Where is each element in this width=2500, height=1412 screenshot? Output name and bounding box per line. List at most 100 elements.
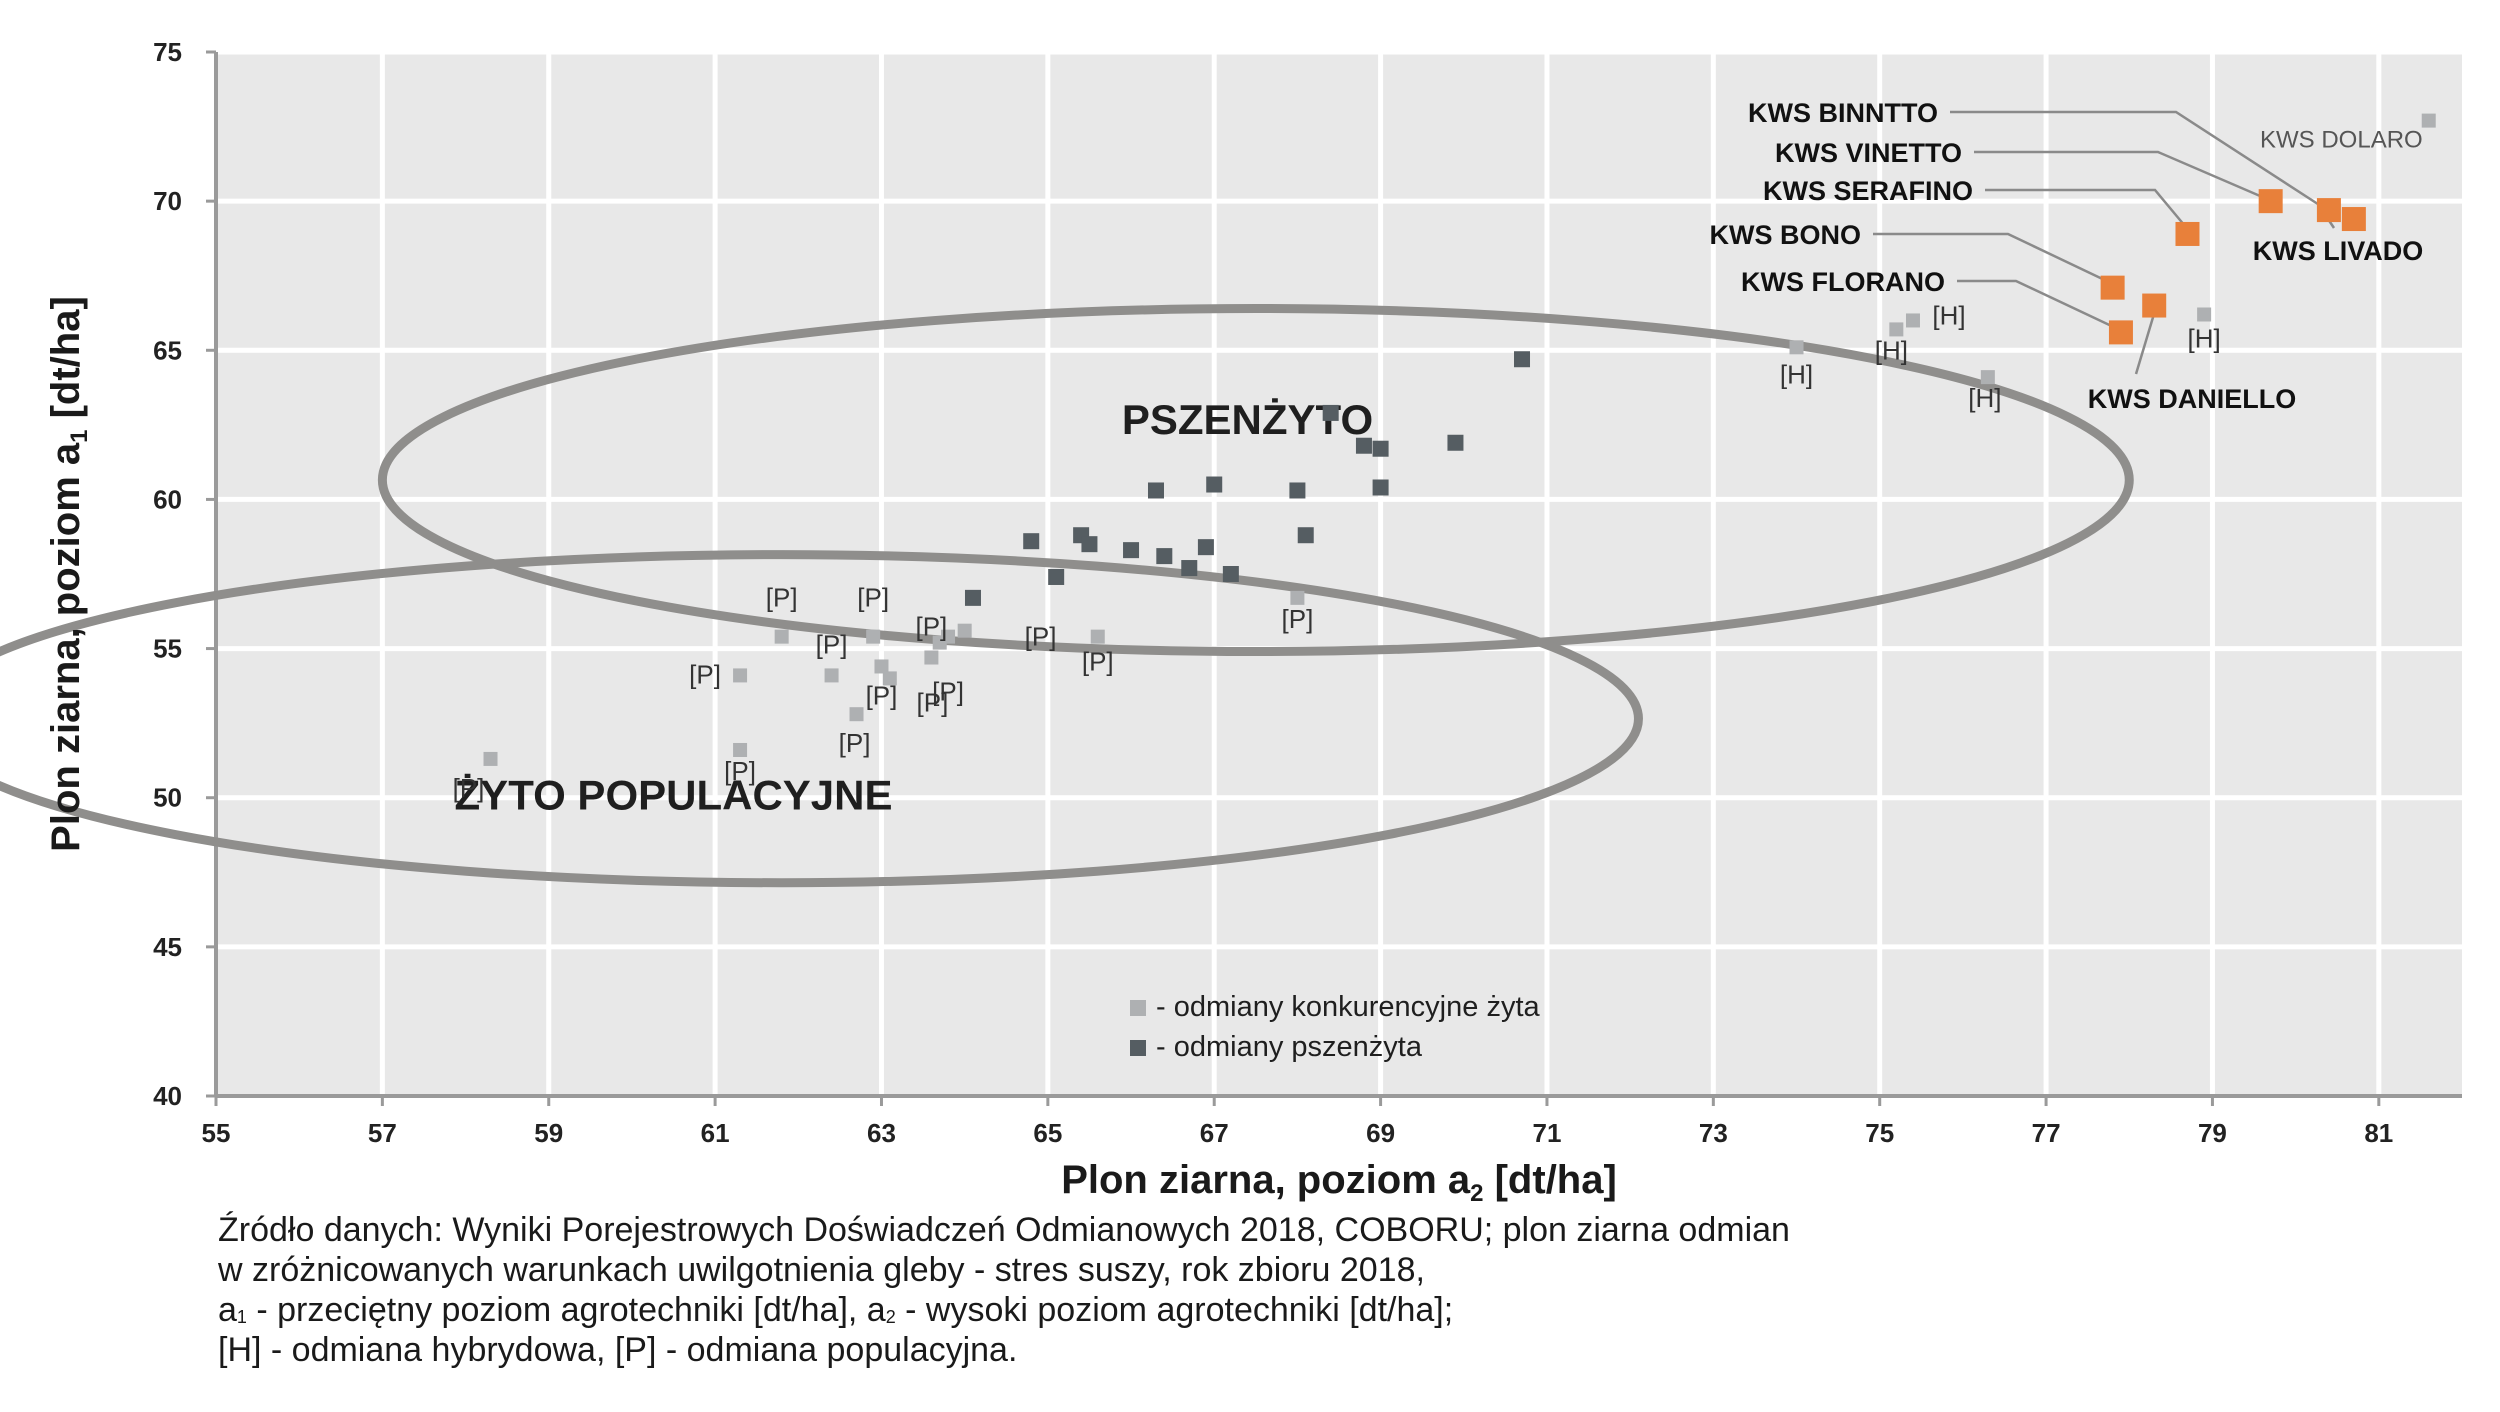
y-axis-title-sub: 1: [66, 430, 93, 443]
kws-point: [2142, 293, 2167, 318]
x-tick-label: 57: [368, 1118, 397, 1148]
legend-label: - odmiany konkurencyjne żyta: [1156, 991, 1540, 1023]
point-label: [P]: [866, 680, 898, 710]
triticale-point: [1156, 548, 1173, 565]
triticale-point: [1023, 533, 1040, 550]
y-tick-label: 45: [153, 932, 182, 962]
competitor-rye-point: [774, 629, 789, 644]
x-tick-label: 63: [867, 1118, 896, 1148]
y-tick-label: 40: [153, 1081, 182, 1111]
competitor-rye-point: [1889, 322, 1904, 337]
triticale-point: [1147, 482, 1164, 499]
kws-label: KWS DANIELLO: [2088, 384, 2297, 414]
kws-label: KWS FLORANO: [1741, 267, 1945, 297]
point-label: [H]: [1932, 300, 1965, 330]
kws-point: [2341, 207, 2366, 232]
triticale-point: [1297, 527, 1314, 544]
source-note-line-1: Źródło danych: Wyniki Porejestrowych Doś…: [218, 1211, 1790, 1249]
x-tick-label: 73: [1699, 1118, 1728, 1148]
competitor-rye-point: [924, 650, 939, 665]
kws-label: KWS BONO: [1710, 220, 1862, 250]
kws-label: KWS LIVADO: [2253, 236, 2424, 266]
source-note-line-4: [H] - odmiana hybrydowa, [P] - odmiana p…: [218, 1331, 1018, 1369]
kws-point: [2258, 189, 2283, 214]
point-label: [P]: [1025, 622, 1057, 652]
kws-point: [2100, 275, 2125, 300]
group-ellipse: [0, 550, 1643, 888]
point-label: [P]: [816, 629, 848, 659]
plot-background: [216, 52, 2462, 1096]
point-label: [H]: [1968, 383, 2001, 413]
point-label: [P]: [932, 677, 964, 707]
y-tick-label: 60: [153, 484, 182, 514]
kws-point: [2108, 320, 2133, 345]
x-axis-title-unit: [dt/ha]: [1484, 1158, 1617, 1202]
legend-marker: [1130, 1000, 1146, 1016]
y-tick-label: 65: [153, 335, 182, 365]
x-tick-label: 67: [1200, 1118, 1229, 1148]
competitor-rye-point: [2421, 113, 2436, 128]
competitor-rye-point: [1905, 313, 1920, 328]
x-tick-label: 71: [1533, 1118, 1562, 1148]
competitor-rye-point: [941, 629, 956, 644]
x-tick-label: 61: [701, 1118, 730, 1148]
note-a2-desc: - wysoki poziom agrotechniki [dt/ha];: [895, 1291, 1454, 1329]
kws-label: KWS SERAFINO: [1763, 176, 1973, 206]
triticale-point: [1081, 536, 1098, 553]
y-axis-title: Plon ziarna, poziom a1 [dt/ha]: [44, 296, 93, 852]
kws-point: [2175, 221, 2200, 246]
x-tick-label: 55: [202, 1118, 231, 1148]
grid-lines: [216, 49, 2462, 1096]
x-axis-title-main: Plon ziarna, poziom a: [1061, 1158, 1471, 1202]
note-a1: a: [218, 1291, 237, 1329]
x-tick-label: 77: [2032, 1118, 2061, 1148]
y-axis-title-main: Plon ziarna, poziom a: [44, 442, 88, 852]
kws-label: KWS VINETTO: [1775, 138, 1962, 168]
competitor-rye-point: [957, 623, 972, 638]
kws-label: KWS BINNTTO: [1748, 98, 1938, 128]
group-ellipse: [377, 304, 2134, 657]
kws-leader-line: [1974, 150, 2275, 204]
point-label: [P]: [453, 773, 485, 803]
competitor-rye-point: [483, 751, 498, 766]
x-tick-label: 79: [2198, 1118, 2227, 1148]
triticale-point: [1372, 479, 1389, 496]
point-label: [P]: [1282, 604, 1314, 634]
data-points: [483, 113, 2436, 766]
point-label: [P]: [766, 583, 798, 613]
triticale-point: [1322, 404, 1339, 421]
y-tick-label: 50: [153, 783, 182, 813]
note-a1-sub: 1: [236, 1307, 247, 1327]
point-label: [P]: [839, 728, 871, 758]
competitor-rye-point: [2197, 307, 2212, 322]
competitor-rye-point: [849, 707, 864, 722]
x-tick-label: 59: [534, 1118, 563, 1148]
kws-leader-line: [1985, 188, 2191, 233]
leader-lines: [1873, 110, 2336, 375]
triticale-point: [1048, 568, 1065, 585]
point-label: [P]: [915, 612, 947, 642]
competitor-rye-point: [1290, 590, 1305, 605]
triticale-point: [964, 589, 981, 606]
point-label: [P]: [689, 659, 721, 689]
source-note-line-3: a1 - przeciętny poziom agrotechniki [dt/…: [218, 1290, 1453, 1337]
kws-point: [2316, 198, 2341, 223]
competitor-rye-point: [866, 629, 881, 644]
triticale-point: [1447, 434, 1464, 451]
triticale-point: [1222, 566, 1239, 582]
competitor-rye-point: [882, 671, 897, 686]
point-label: [P]: [917, 687, 949, 717]
legend-marker: [1130, 1040, 1146, 1056]
competitor-rye-point: [733, 742, 748, 757]
competitor-rye-point: [1980, 370, 1995, 385]
kws-leader-line: [1957, 279, 2121, 332]
competitor-rye-point: [1090, 629, 1105, 644]
point-labels: [P][P][P][P][P][P][P][P][P][P][P][P][H][…: [453, 98, 2424, 803]
point-label: [H]: [1780, 359, 1813, 389]
legend: - odmiany konkurencyjne żyta - odmiany ps…: [1130, 991, 1540, 1063]
competitor-rye-point: [733, 668, 748, 683]
x-tick-label: 75: [1865, 1118, 1894, 1148]
